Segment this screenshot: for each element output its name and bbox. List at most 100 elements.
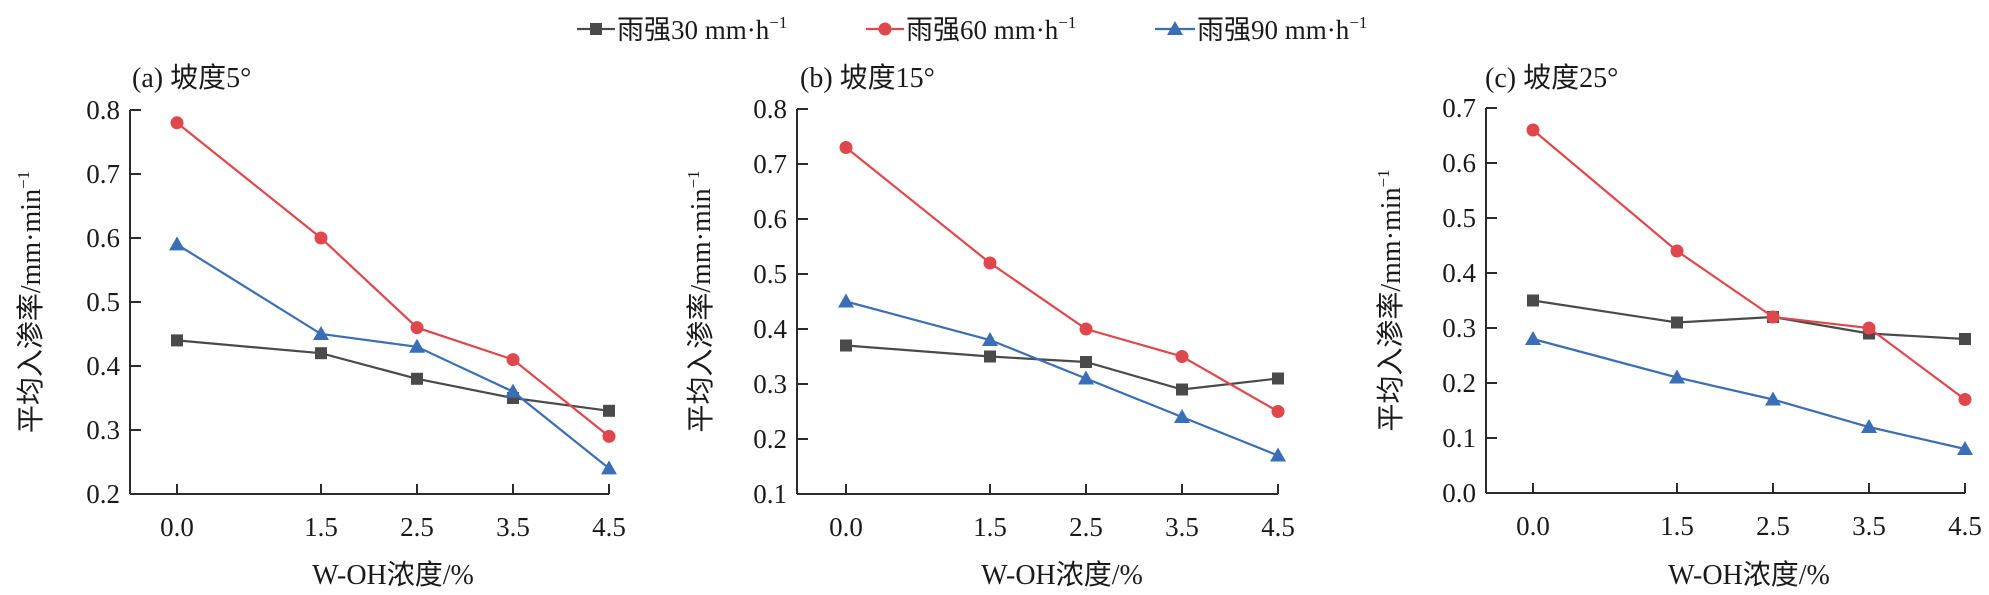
legend-label-main: 雨强30 mm·h (617, 15, 770, 45)
y-axis-title-sup: −1 (14, 171, 33, 189)
data-point (1765, 391, 1781, 406)
x-axis-title: W-OH浓度/% (312, 559, 474, 591)
series-line (845, 344, 1279, 391)
legend-item: 雨强60 mm·h−1 (866, 13, 1076, 45)
y-axis-title-main: 平均入渗率/mm·min (15, 189, 47, 433)
data-point (1525, 331, 1541, 345)
x-tick-label: 0.0 (1516, 511, 1550, 541)
y-tick-label: 0.5 (753, 259, 787, 289)
y-tick-label: 0.2 (86, 479, 120, 509)
data-point (1861, 419, 1877, 433)
data-point (1079, 322, 1093, 336)
series-line (176, 339, 610, 412)
panel-b: 0.1 0.2 0.3 0.4 0.5 0.6 0.7 0.8 0.0 1.5 2.5 3.5 4.5 (… (684, 62, 1295, 591)
data-point (314, 231, 328, 245)
series-line (845, 300, 1279, 457)
x-tick-label: 3.5 (1165, 512, 1199, 542)
series-2 (838, 293, 1286, 462)
data-point (982, 332, 998, 346)
data-point (1176, 383, 1188, 396)
legend-item: 雨强90 mm·h−1 (1155, 13, 1367, 45)
x-tick-label: 0.0 (160, 512, 194, 542)
y-tick-label: 0.4 (86, 351, 120, 381)
y-tick-label: 0.6 (1442, 148, 1476, 178)
series-2 (169, 236, 617, 475)
x-tick-label: 1.5 (304, 512, 338, 542)
series-line (1532, 299, 1966, 341)
data-point (1175, 350, 1189, 363)
data-point (840, 339, 852, 352)
data-point (506, 353, 520, 367)
data-point (170, 116, 184, 130)
data-point (1957, 441, 1973, 455)
y-tick-label: 0.7 (86, 159, 120, 189)
y-axis-title-main: 平均入渗率/mm·min (685, 188, 717, 432)
data-point (1527, 294, 1539, 307)
legend-marker-circle-icon (878, 22, 892, 36)
legend-label-sup: −1 (1349, 13, 1367, 32)
legend-label: 雨强90 mm·h−1 (1197, 13, 1367, 45)
y-axis-title-main: 平均入渗率/mm·min (1375, 187, 1407, 431)
legend-label: 雨强60 mm·h−1 (906, 13, 1076, 45)
data-point (838, 293, 854, 308)
data-point (1080, 356, 1092, 368)
data-point (1271, 405, 1285, 418)
data-point (411, 372, 423, 385)
y-tick-label: 0.3 (86, 415, 120, 445)
data-point (984, 350, 996, 363)
x-tick-label: 2.5 (400, 512, 434, 542)
data-point (1526, 123, 1540, 137)
legend: 雨强30 mm·h−1 雨强60 mm·h−1 雨强90 mm·h−1 (577, 13, 1367, 45)
legend-item: 雨强30 mm·h−1 (577, 13, 787, 45)
data-point (171, 334, 183, 347)
y-tick-label: 0.8 (753, 94, 787, 124)
x-tick-label: 1.5 (1660, 511, 1694, 541)
x-tick-label: 2.5 (1756, 511, 1790, 541)
x-tick-label: 2.5 (1069, 512, 1103, 542)
y-tick-label: 0.2 (1442, 368, 1476, 398)
legend-label-sup: −1 (1058, 13, 1076, 32)
series-line (1532, 337, 1966, 451)
x-tick-label: 4.5 (1948, 511, 1982, 541)
data-point (983, 256, 997, 270)
data-point (169, 236, 185, 251)
series-line (176, 243, 610, 470)
legend-marker-triangle-icon (1167, 21, 1183, 35)
data-point (1671, 316, 1683, 329)
data-point (1669, 369, 1685, 384)
data-point (1078, 370, 1094, 385)
data-point (601, 460, 617, 475)
panel-title: (a) 坡度5° (132, 62, 251, 94)
y-tick-label: 0.5 (1442, 203, 1476, 233)
y-axis-title: 平均入渗率/mm·min−1 (684, 170, 717, 432)
y-axis-title-sup: −1 (684, 170, 703, 188)
y-tick-label: 0.6 (86, 223, 120, 253)
y-tick-label: 0.8 (86, 95, 120, 125)
panel-title: (b) 坡度15° (800, 62, 935, 94)
data-point (603, 404, 615, 417)
y-tick-label: 0.1 (1442, 423, 1476, 453)
x-axis-title: W-OH浓度/% (981, 559, 1143, 591)
series-1 (170, 116, 616, 443)
y-tick-label: 0.2 (753, 424, 787, 454)
panel-a: 0.2 0.3 0.4 0.5 0.6 0.7 0.8 0.0 1.5 2.5 3.5 4.5 (a) … (14, 62, 626, 591)
data-point (315, 347, 327, 360)
data-point (1272, 372, 1284, 385)
y-tick-label: 0.4 (1442, 258, 1476, 288)
x-tick-label: 1.5 (973, 512, 1007, 542)
legend-label-main: 雨强90 mm·h (1197, 15, 1350, 45)
data-point (409, 338, 425, 353)
y-axis-title: 平均入渗率/mm·min−1 (1374, 169, 1407, 431)
legend-marker-square-icon (590, 23, 602, 35)
x-tick-label: 3.5 (496, 512, 530, 542)
data-point (839, 141, 853, 154)
x-axis-title: W-OH浓度/% (1668, 559, 1830, 591)
y-tick-label: 0.0 (1442, 478, 1476, 508)
data-point (1958, 393, 1972, 406)
legend-label-main: 雨强60 mm·h (906, 15, 1059, 45)
x-tick-label: 3.5 (1852, 511, 1886, 541)
series-0 (171, 334, 615, 417)
x-tick-label: 0.0 (829, 512, 863, 542)
series-line (1532, 129, 1966, 401)
